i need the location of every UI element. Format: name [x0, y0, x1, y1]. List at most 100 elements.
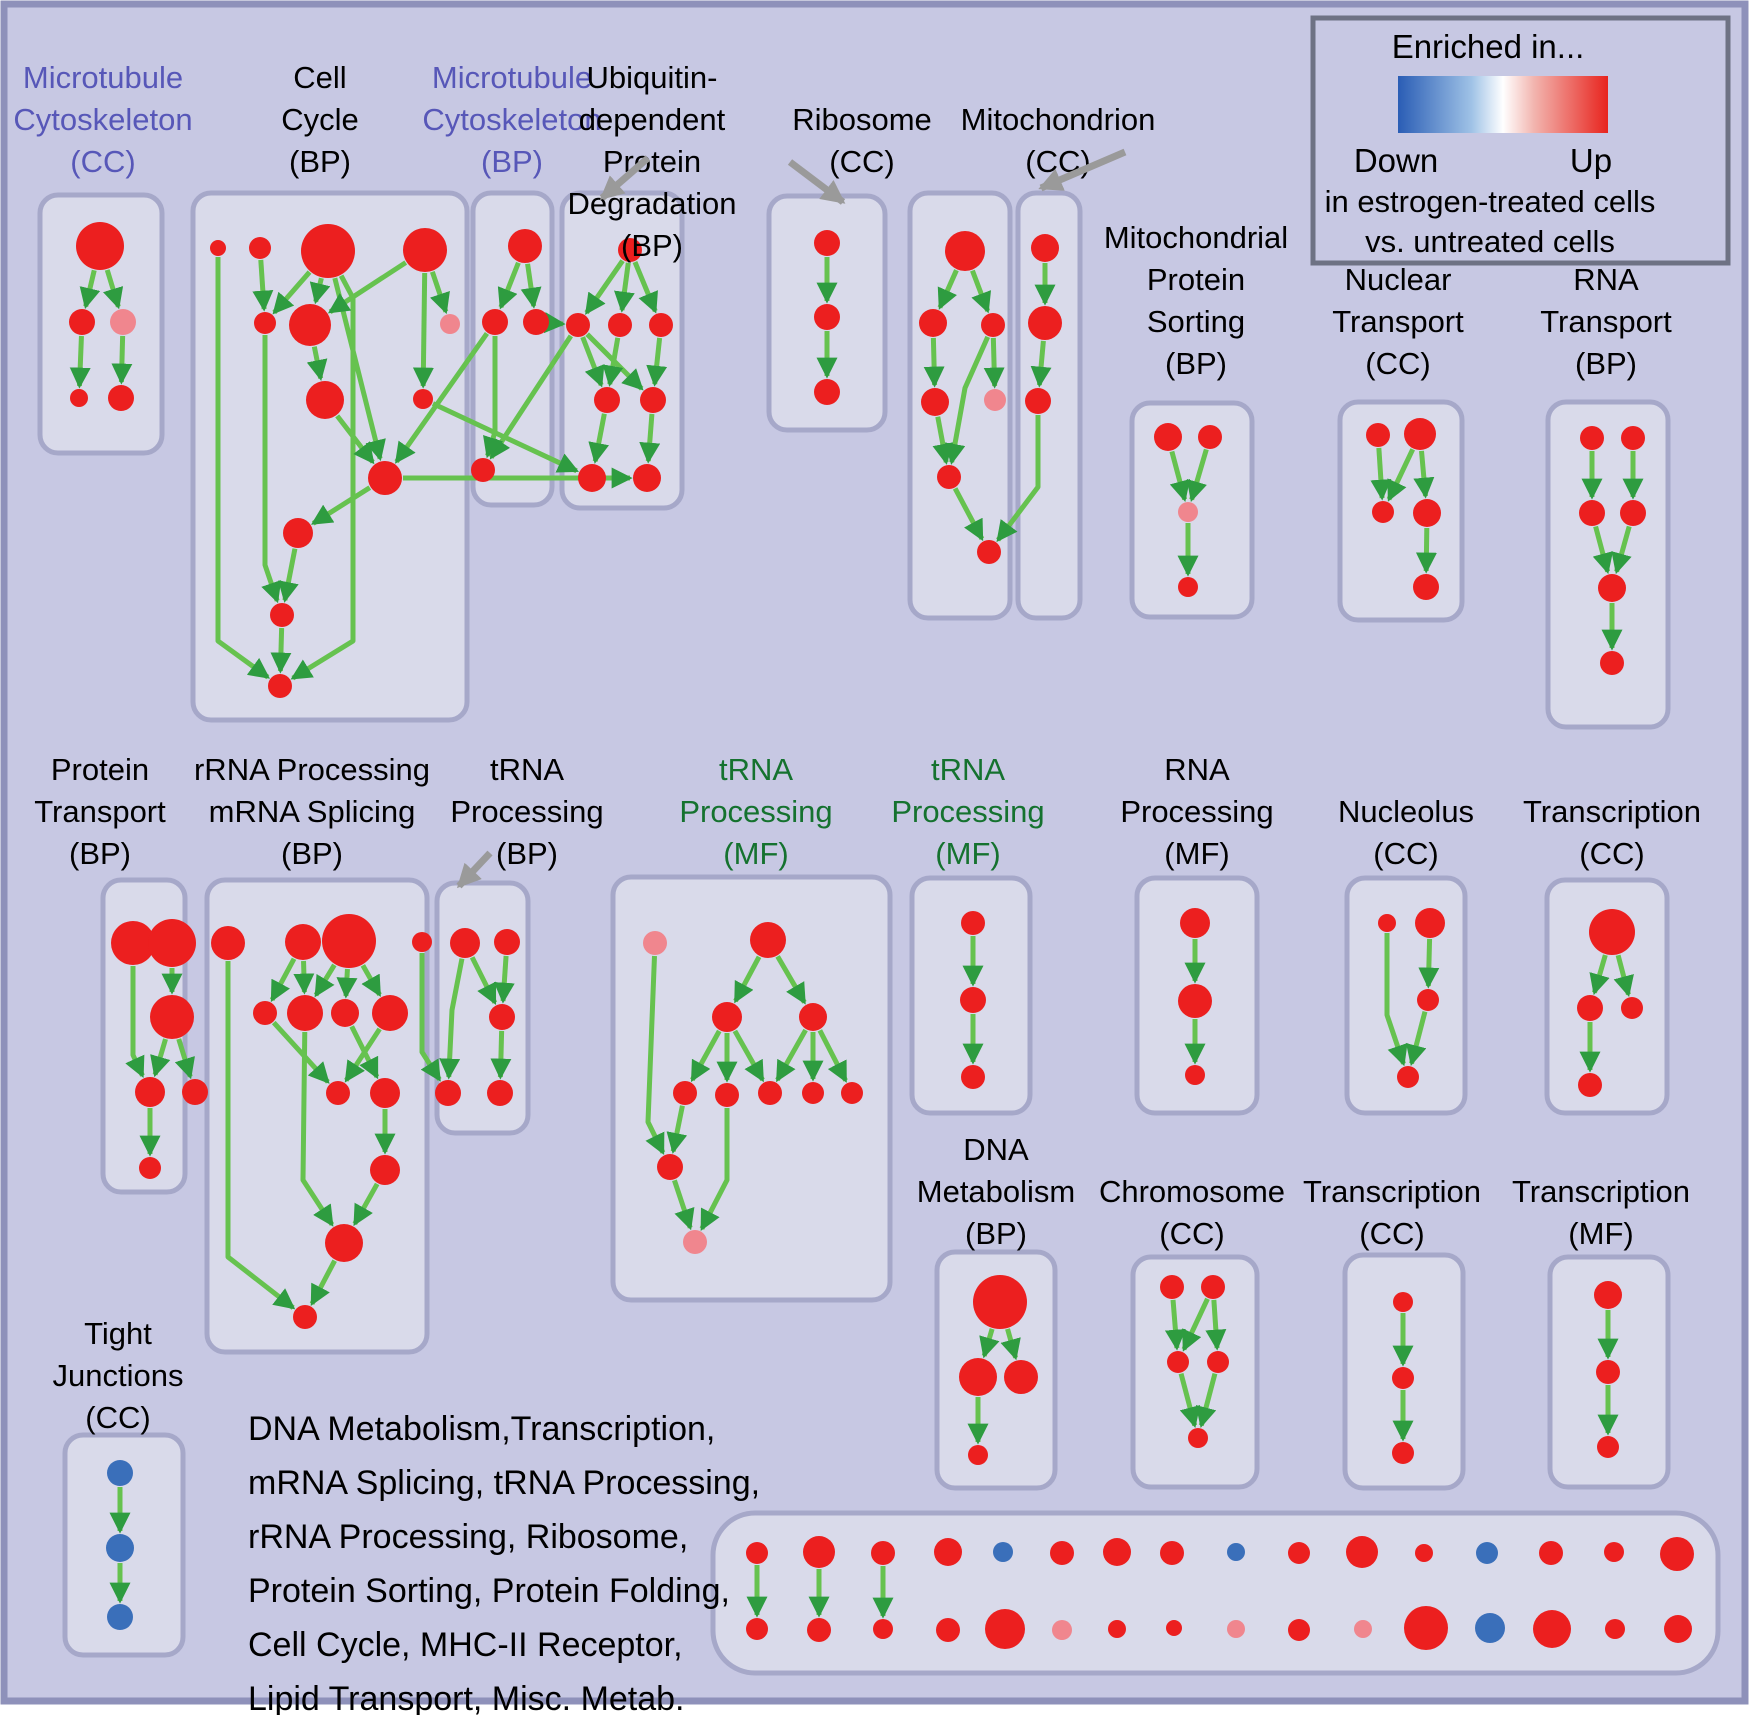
microtubule-cytoskeleton-cc-label-line-1: Cytoskeleton — [13, 102, 192, 137]
ubiquitin-dependent-protein-degradation-bp-a-node-4 — [594, 387, 620, 413]
transcription-cc-1-node-3 — [1578, 1073, 1602, 1097]
rrna-processing-mrna-splicing-bp-edge-1-5 — [293, 960, 315, 995]
trna-processing-bp-label-line-0: tRNA — [490, 752, 564, 787]
cell-cycle-bp-node-9 — [368, 461, 402, 495]
trna-processing-mf-1-label-line-1: Processing — [679, 794, 832, 829]
ribosome-cc-node-3 — [921, 388, 949, 416]
mitochondrion-cc-label-line-0: Mitochondrion — [961, 102, 1156, 137]
chromosome-cc-label-line-1: (CC) — [1159, 1216, 1224, 1251]
rrna-processing-mrna-splicing-bp-node-3 — [412, 932, 432, 952]
misc-cluster-node-20 — [985, 1609, 1025, 1649]
trna-processing-bp-edge-0-2 — [469, 956, 498, 1006]
cell-cycle-bp-node-3 — [403, 228, 447, 272]
ribosome-cc-edge-2-5 — [944, 335, 991, 465]
ribosome-cc-label-line-1: (CC) — [829, 144, 894, 179]
trna-processing-mf-1-node-1 — [750, 922, 786, 958]
nucleolus-cc-node-2 — [1417, 989, 1439, 1011]
chromosome-cc-edge-3-4 — [1195, 1372, 1218, 1428]
transcription-cc-2-node-1 — [1392, 1367, 1414, 1389]
mitochondrial-protein-sorting-bp-label: Mitochondrial Protein Sorting (BP) — [1104, 220, 1288, 381]
transcription-cc-1-label-line-1: (CC) — [1579, 836, 1644, 871]
protein-transport-bp-edge-2-4 — [174, 1038, 195, 1080]
rrna-processing-mrna-splicing-bp-edge-2-6 — [336, 968, 358, 999]
chromosome-cc-box — [1130, 1254, 1260, 1490]
ubiquitin-dependent-protein-degradation-bp-a-label-line-4: (BP) — [621, 228, 683, 263]
transcription-mf-node-0 — [1594, 1281, 1622, 1309]
chromosome-cc-edge-1-2 — [1181, 1297, 1210, 1352]
ribosome-cc-edge-5-6 — [952, 487, 985, 542]
cross-edge-6 — [419, 953, 442, 1082]
nucleolus-cc-label: Nucleolus (CC) — [1338, 794, 1474, 871]
cell-cycle-bp-edge-0-12 — [215, 257, 270, 680]
trna-processing-mf-1-edge-3-6 — [775, 1028, 808, 1083]
ubiquitin-dependent-protein-degradation-bp-a-edge-2-4 — [602, 337, 624, 387]
rrna-processing-mrna-splicing-bp-node-8 — [326, 1081, 350, 1105]
dna-metabolism-bp-node-3 — [968, 1445, 988, 1465]
cell-cycle-bp-node-0 — [210, 240, 226, 256]
microtubule-cytoskeleton-cc-edge-0-2 — [102, 269, 124, 310]
rna-processing-mf-node-1 — [1178, 984, 1212, 1018]
misc-cluster-node-3 — [934, 1538, 962, 1566]
transcription-cc-1-node-2 — [1621, 997, 1643, 1019]
misc-cluster-node-21 — [1052, 1620, 1072, 1640]
rrna-processing-mrna-splicing-bp-edge-11-12 — [309, 1259, 337, 1307]
protein-transport-bp-edge-2-3 — [150, 1038, 171, 1078]
nuclear-transport-cc-node-4 — [1413, 574, 1439, 600]
dna-metabolism-bp-label-line-0: DNA — [963, 1132, 1029, 1167]
transcription-cc-1-label: Transcription (CC) — [1523, 794, 1701, 871]
ubiquitin-dependent-protein-degradation-bp-a-edge-0-3 — [632, 261, 658, 314]
microtubule-cytoskeleton-cc-label-line-0: Microtubule — [23, 60, 183, 95]
misc-cluster-node-4 — [993, 1542, 1013, 1562]
cell-cycle-bp-edge-2-4 — [272, 270, 312, 315]
cell-cycle-bp-node-1 — [249, 237, 271, 259]
cell-cycle-bp-edge-11-12 — [270, 627, 292, 674]
annotation-arrow-1 — [787, 159, 846, 205]
rna-transport-bp-label-line-1: Transport — [1540, 304, 1672, 339]
cell-cycle-bp-node-12 — [268, 674, 292, 698]
rrna-processing-mrna-splicing-bp-node-4 — [253, 1001, 277, 1025]
trna-processing-mf-2-label-line-2: (MF) — [935, 836, 1000, 871]
misc-categories-note-line-5: Lipid Transport, Misc. Metab. — [248, 1680, 685, 1715]
rrna-processing-mrna-splicing-bp-label-line-0: rRNA Processing — [194, 752, 430, 787]
tight-junctions-cc-label: Tight Junctions (CC) — [53, 1316, 184, 1435]
cell-cycle-bp-node-7 — [306, 381, 344, 419]
ubiquitin-dependent-protein-degradation-bp-a-node-5 — [640, 387, 666, 413]
nucleolus-cc-edge-0-3 — [1384, 933, 1408, 1067]
trna-processing-mf-2-label-line-1: Processing — [891, 794, 1044, 829]
trna-processing-bp-edge-0-3 — [439, 958, 465, 1080]
chromosome-cc-edge-2-4 — [1178, 1372, 1201, 1428]
misc-cluster-node-7 — [1160, 1541, 1184, 1565]
transcription-mf-label-line-0: Transcription — [1512, 1174, 1690, 1209]
annotation-arrow-0 — [599, 155, 651, 201]
ubiquitin-dependent-protein-degradation-bp-a-label-line-1: dependent — [579, 102, 726, 137]
nuclear-transport-cc-edge-1-2 — [1386, 448, 1415, 502]
ribosome-cc-node-4 — [984, 389, 1006, 411]
misc-cluster-node-15 — [1660, 1537, 1694, 1571]
microtubule-cytoskeleton-bp-label-line-1: Cytoskeleton — [422, 102, 601, 137]
misc-cluster-box — [710, 1510, 1721, 1676]
cell-cycle-bp-label: Cell Cycle (BP) — [281, 60, 359, 179]
trna-processing-bp-label-line-1: Processing — [450, 794, 603, 829]
tight-junctions-cc-label-line-2: (CC) — [85, 1400, 150, 1435]
cell-cycle-bp-node-4 — [254, 312, 276, 334]
microtubule-cytoskeleton-bp-label-line-0: Microtubule — [432, 60, 592, 95]
cell-cycle-bp-edge-4-11 — [261, 335, 282, 604]
misc-cluster-node-1 — [803, 1536, 835, 1568]
rrna-processing-mrna-splicing-bp-node-5 — [287, 995, 323, 1031]
misc-categories-note-line-3: Protein Sorting, Protein Folding, — [248, 1572, 730, 1610]
ubiquitin-dependent-protein-degradation-bp-b-node-0 — [814, 230, 840, 256]
cross-edge-4 — [394, 332, 489, 464]
misc-cluster-node-9 — [1288, 1542, 1310, 1564]
cell-cycle-bp-edge-9-10 — [310, 485, 372, 526]
cell-cycle-bp-node-8 — [413, 389, 433, 409]
chromosome-cc-label-line-0: Chromosome — [1099, 1174, 1285, 1209]
trna-processing-mf-1-edge-9-10 — [672, 1179, 695, 1231]
nucleolus-cc-node-3 — [1397, 1066, 1419, 1088]
ubiquitin-dependent-protein-degradation-bp-a-node-6 — [578, 464, 606, 492]
rna-transport-bp-node-2 — [1579, 500, 1605, 526]
trna-processing-mf-1-edge-1-2 — [733, 955, 762, 1004]
mitochondrial-protein-sorting-bp-edge-1-2 — [1186, 448, 1209, 503]
misc-categories-note: DNA Metabolism,Transcription, mRNA Splici… — [248, 1410, 760, 1715]
rrna-processing-mrna-splicing-bp-edge-7-8 — [344, 1027, 382, 1083]
ubiquitin-dependent-protein-degradation-bp-b-node-2 — [814, 379, 840, 405]
